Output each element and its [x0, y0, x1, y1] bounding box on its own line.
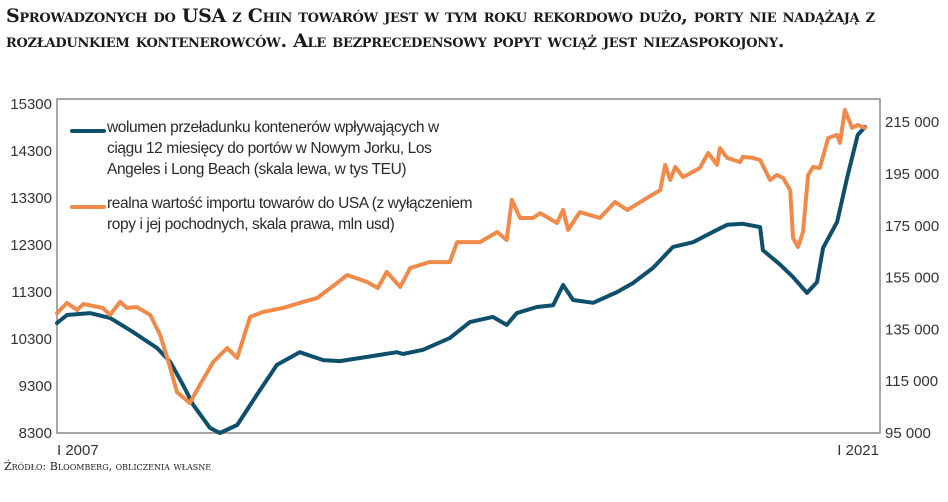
left-axis: 15300 14300 13300 12300 11300 10300 9300 8300: [10, 96, 52, 442]
left-tick-label: 10300: [10, 331, 52, 348]
left-tick-label: 9300: [19, 378, 52, 395]
legend-swatch-orange: [70, 205, 106, 209]
series-line-container-volume: [55, 125, 867, 435]
left-tick-label: 8300: [19, 425, 52, 442]
legend-blue-line: Angeles i Long Beach (skala lewa, w tys …: [107, 161, 407, 178]
left-tick-label: 12300: [10, 237, 52, 254]
right-tick-label: 95 000: [885, 425, 931, 442]
left-tick-label: 11300: [11, 284, 52, 301]
legend-swatch-blue: [70, 129, 106, 133]
right-tick-label: 215 000: [885, 114, 939, 131]
right-tick-label: 195 000: [885, 166, 939, 183]
series-line-import-value: [55, 108, 867, 405]
plot-frame: [56, 98, 881, 434]
x-tick-label: I 2021: [837, 442, 879, 459]
right-tick-label: 155 000: [885, 270, 939, 287]
left-tick-label: 14300: [10, 143, 52, 160]
x-tick-label: I 2007: [57, 442, 99, 459]
left-tick-label: 13300: [10, 190, 52, 207]
right-axis: 215 000 195 000 175 000 155 000 135 000 115 0…: [885, 114, 939, 442]
left-tick-label: 15300: [10, 96, 52, 113]
right-tick-label: 135 000: [885, 321, 939, 338]
legend-blue-line: wolumen przeładunku kontenerów wpływając…: [107, 119, 439, 136]
legend-blue-line: ciągu 12 miesięcy do portów w Nowym Jork…: [107, 140, 432, 157]
right-tick-label: 175 000: [885, 218, 939, 235]
x-axis: I 2007 I 2021: [57, 442, 879, 459]
source-note: Źródło: Bloomberg, obliczenia własne: [4, 460, 212, 473]
legend-orange-line: ropy i jej pochodnych, skala prawa, mln …: [107, 216, 395, 233]
legend-blue: wolumen przeładunku kontenerów wpływając…: [107, 117, 439, 180]
legend-orange: realna wartość importu towarów do USA (z…: [107, 193, 473, 235]
legend-orange-line: realna wartość importu towarów do USA (z…: [107, 195, 473, 212]
chart-title: Sprowadzonych do USA z Chin towarów jest…: [6, 5, 875, 52]
right-tick-label: 115 000: [885, 373, 938, 390]
